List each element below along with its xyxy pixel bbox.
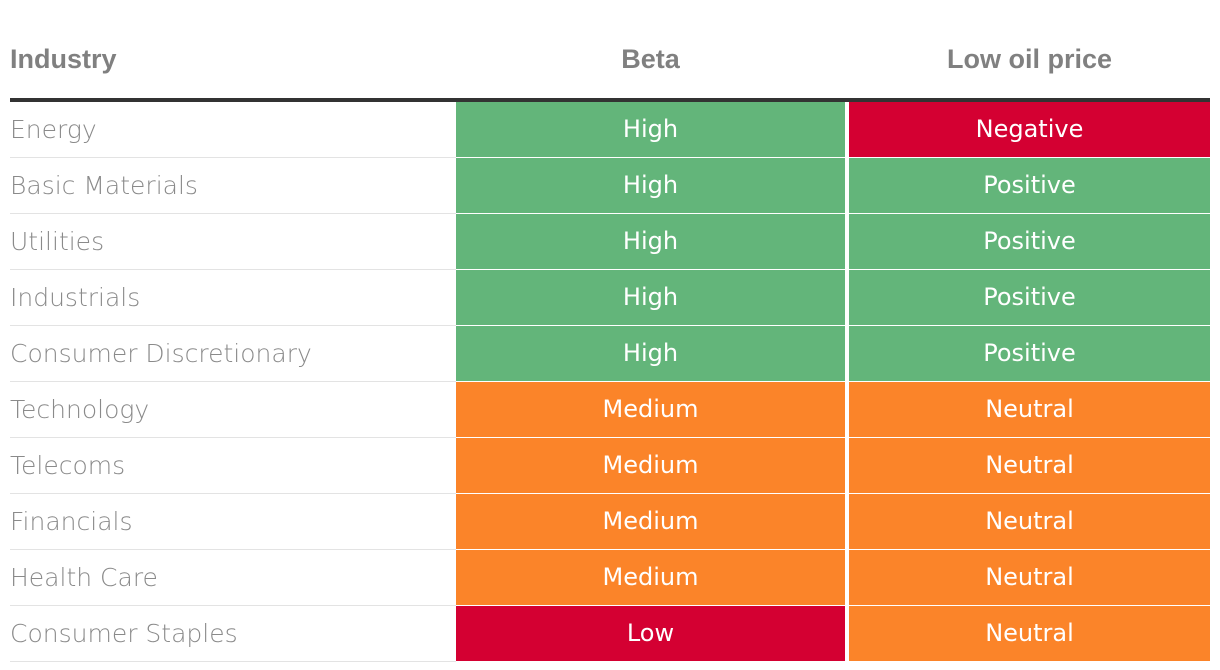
header-industry: Industry: [10, 44, 117, 74]
header-divider: [10, 98, 1210, 102]
row-divider: [10, 325, 456, 326]
industry-label: Utilities: [10, 227, 105, 256]
industry-label: Technology: [10, 395, 150, 424]
beta-cell: High: [456, 214, 845, 269]
row-divider: [10, 605, 456, 606]
table-row: Financials Medium Neutral: [10, 494, 1210, 550]
table-row: Industrials High Positive: [10, 270, 1210, 326]
table-row: Consumer Staples Low Neutral: [10, 606, 1210, 662]
beta-cell: Medium: [456, 382, 845, 437]
low-oil-price-cell: Positive: [849, 326, 1210, 381]
low-oil-price-cell: Positive: [849, 158, 1210, 213]
row-divider: [10, 269, 456, 270]
low-oil-price-cell: Negative: [849, 102, 1210, 157]
row-divider: [10, 157, 456, 158]
industry-label: Consumer Discretionary: [10, 339, 312, 368]
table-row: Health Care Medium Neutral: [10, 550, 1210, 606]
beta-cell: High: [456, 270, 845, 325]
industry-table: Industry Beta Low oil price Energy High Ne…: [10, 0, 1210, 662]
low-oil-price-cell: Positive: [849, 214, 1210, 269]
industry-label: Basic Materials: [10, 171, 198, 200]
low-oil-price-cell: Neutral: [849, 550, 1210, 605]
industry-label: Consumer Staples: [10, 619, 238, 648]
industry-label: Telecoms: [10, 451, 126, 480]
table-body: Energy High Negative Basic Materials High Pos…: [10, 102, 1210, 662]
beta-cell: High: [456, 326, 845, 381]
low-oil-price-cell: Neutral: [849, 606, 1210, 661]
industry-label: Energy: [10, 115, 97, 144]
table-row: Energy High Negative: [10, 102, 1210, 158]
industry-label: Financials: [10, 507, 133, 536]
header-beta: Beta: [621, 44, 680, 74]
row-divider: [10, 549, 456, 550]
header-low-oil-price: Low oil price: [946, 44, 1113, 74]
beta-cell: High: [456, 158, 845, 213]
beta-cell: High: [456, 102, 845, 157]
table-header: Industry Beta Low oil price: [10, 0, 1210, 102]
industry-label: Health Care: [10, 563, 158, 592]
beta-cell: Medium: [456, 550, 845, 605]
table-row: Telecoms Medium Neutral: [10, 438, 1210, 494]
table-row: Utilities High Positive: [10, 214, 1210, 270]
beta-cell: Medium: [456, 494, 845, 549]
low-oil-price-cell: Neutral: [849, 494, 1210, 549]
beta-cell: Medium: [456, 438, 845, 493]
row-divider: [10, 213, 456, 214]
table-row: Basic Materials High Positive: [10, 158, 1210, 214]
low-oil-price-cell: Positive: [849, 270, 1210, 325]
row-divider: [10, 493, 456, 494]
table-row: Technology Medium Neutral: [10, 382, 1210, 438]
beta-cell: Low: [456, 606, 845, 661]
row-divider: [10, 661, 456, 662]
low-oil-price-cell: Neutral: [849, 382, 1210, 437]
row-divider: [10, 437, 456, 438]
low-oil-price-cell: Neutral: [849, 438, 1210, 493]
row-divider: [10, 381, 456, 382]
industry-label: Industrials: [10, 283, 141, 312]
table-row: Consumer Discretionary High Positive: [10, 326, 1210, 382]
